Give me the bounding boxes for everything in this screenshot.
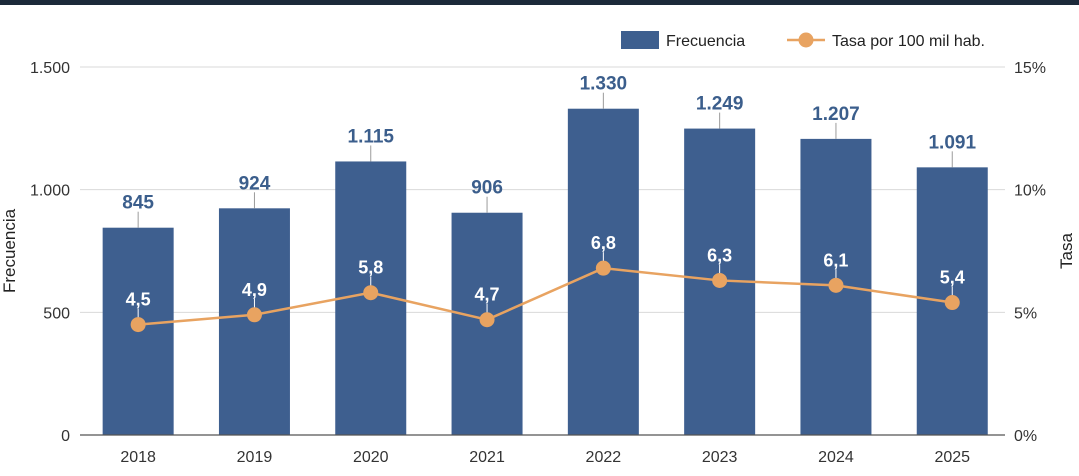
rate-point [363,285,379,301]
bar-value-label: 845 [122,193,154,214]
y-tick-label: 500 [43,305,70,322]
y2-axis-title: Tasa [1057,233,1076,269]
rate-value-label: 4,7 [475,285,500,305]
y-tick-label: 1.500 [30,60,70,77]
x-tick-label: 2025 [934,449,970,466]
rate-point [479,312,495,328]
rate-point [712,272,728,288]
y-axis-title: Frecuencia [0,208,19,293]
y2-tick-label: 5% [1014,305,1037,322]
bar-value-label: 924 [239,173,271,194]
rate-line: 4,5 4,9 5,8 4,7 6,8 6,3 6,1 5,4 [126,233,965,333]
rate-value-label: 6,1 [823,250,848,270]
x-tick-label: 2020 [353,449,389,466]
rate-point [828,277,844,293]
rate-value-label: 6,3 [707,245,732,265]
rate-value-label: 5,8 [358,258,383,278]
rate-polyline [138,266,953,326]
bar-value-label: 1.207 [812,104,860,125]
bar-value-label: 1.249 [696,94,744,115]
y-tick-label: 1.000 [30,183,70,200]
rate-value-label: 5,4 [940,268,965,288]
y-tick-label: 0 [61,428,70,445]
y2-tick-label: 0% [1014,428,1037,445]
x-tick-label: 2018 [120,449,156,466]
x-tick-label: 2023 [702,449,738,466]
bar-value-label: 1.330 [580,74,628,95]
rate-point [595,260,611,276]
bars: 845 924 1.115 906 1.330 1.249 1.207 1.091 [102,74,988,435]
bar-value-label: 906 [471,178,503,199]
x-tick-label: 2024 [818,449,854,466]
rate-point [944,295,960,311]
legend-line-marker [798,32,814,48]
rate-value-label: 4,5 [126,290,151,310]
x-tick-label: 2019 [237,449,273,466]
y2-tick-label: 10% [1014,183,1046,200]
axes: 0 500 1.000 1.500 0% 5% 10% 15% 2018 2019 2020 2021… [30,60,1046,466]
x-tick-label: 2022 [586,449,622,466]
rate-value-label: 4,9 [242,280,267,300]
legend-bar-label: Frecuencia [666,33,745,50]
x-tick-label: 2021 [469,449,505,466]
top-border [0,0,1079,5]
y2-tick-label: 15% [1014,60,1046,77]
legend: Frecuencia Tasa por 100 mil hab. [621,31,985,50]
rate-point [246,307,262,323]
rate-point [130,317,146,333]
legend-bar-swatch [621,31,659,49]
legend-line-label: Tasa por 100 mil hab. [832,33,985,50]
rate-value-label: 6,8 [591,233,616,253]
bar-value-label: 1.115 [348,126,395,147]
bar-value-label: 1.091 [928,132,976,153]
